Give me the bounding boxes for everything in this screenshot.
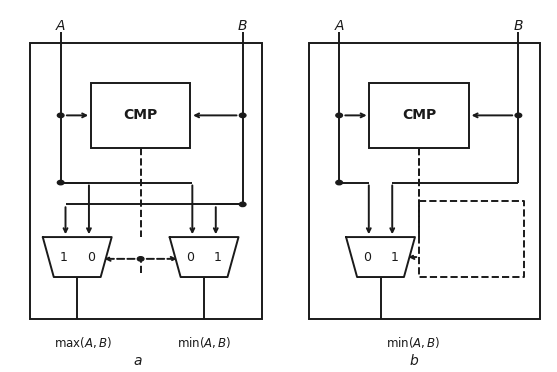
Text: 1: 1 bbox=[390, 251, 398, 263]
Text: $b$: $b$ bbox=[408, 353, 419, 368]
Text: CMP: CMP bbox=[402, 108, 436, 122]
Text: 1: 1 bbox=[214, 251, 222, 263]
Circle shape bbox=[336, 113, 343, 118]
Text: 0: 0 bbox=[87, 251, 95, 263]
Circle shape bbox=[57, 113, 64, 118]
Text: $\mathrm{min}(A,B)$: $\mathrm{min}(A,B)$ bbox=[387, 335, 441, 350]
Text: 0: 0 bbox=[363, 251, 371, 263]
Polygon shape bbox=[43, 237, 112, 277]
Text: $\mathrm{min}(A,B)$: $\mathrm{min}(A,B)$ bbox=[177, 335, 231, 350]
Bar bbox=[30, 43, 262, 319]
Text: 0: 0 bbox=[186, 251, 194, 263]
Text: $B$: $B$ bbox=[513, 19, 524, 33]
Circle shape bbox=[240, 113, 246, 118]
Text: $a$: $a$ bbox=[133, 353, 143, 368]
Bar bbox=[91, 83, 190, 148]
Circle shape bbox=[138, 257, 144, 261]
Text: $B$: $B$ bbox=[237, 19, 248, 33]
Circle shape bbox=[240, 202, 246, 206]
Circle shape bbox=[515, 113, 522, 118]
Text: $A$: $A$ bbox=[55, 19, 66, 33]
Text: CMP: CMP bbox=[124, 108, 158, 122]
Bar bbox=[369, 83, 469, 148]
Polygon shape bbox=[346, 237, 415, 277]
Text: $A$: $A$ bbox=[334, 19, 345, 33]
Circle shape bbox=[57, 180, 64, 185]
Bar bbox=[309, 43, 540, 319]
Polygon shape bbox=[169, 237, 238, 277]
Text: 1: 1 bbox=[60, 251, 67, 263]
Circle shape bbox=[336, 180, 343, 185]
Text: $\mathrm{max}(A,B)$: $\mathrm{max}(A,B)$ bbox=[54, 335, 112, 350]
